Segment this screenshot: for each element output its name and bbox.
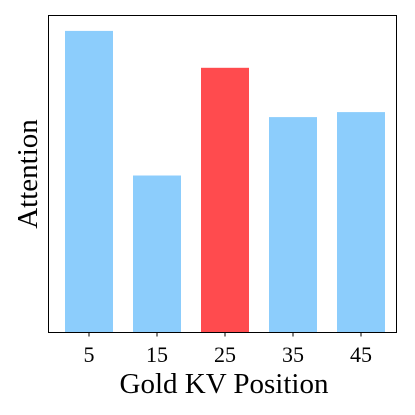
x-tick-label: 5 bbox=[84, 342, 95, 367]
x-tick-label: 35 bbox=[282, 342, 304, 367]
x-axis-label: Gold KV Position bbox=[120, 368, 329, 400]
bars-group bbox=[65, 30, 385, 333]
x-tick-label: 25 bbox=[214, 342, 236, 367]
bar-5 bbox=[65, 30, 113, 333]
bar-25 bbox=[201, 67, 249, 333]
bar-35 bbox=[269, 117, 317, 333]
bar-15 bbox=[133, 175, 181, 333]
x-tick-label: 15 bbox=[146, 342, 168, 367]
y-axis-label: Attention bbox=[12, 119, 44, 229]
bar-45 bbox=[337, 112, 385, 333]
x-tick-label: 45 bbox=[350, 342, 372, 367]
plot-frame bbox=[48, 15, 397, 333]
x-ticks-group: 5 15 25 35 45 bbox=[84, 332, 372, 367]
